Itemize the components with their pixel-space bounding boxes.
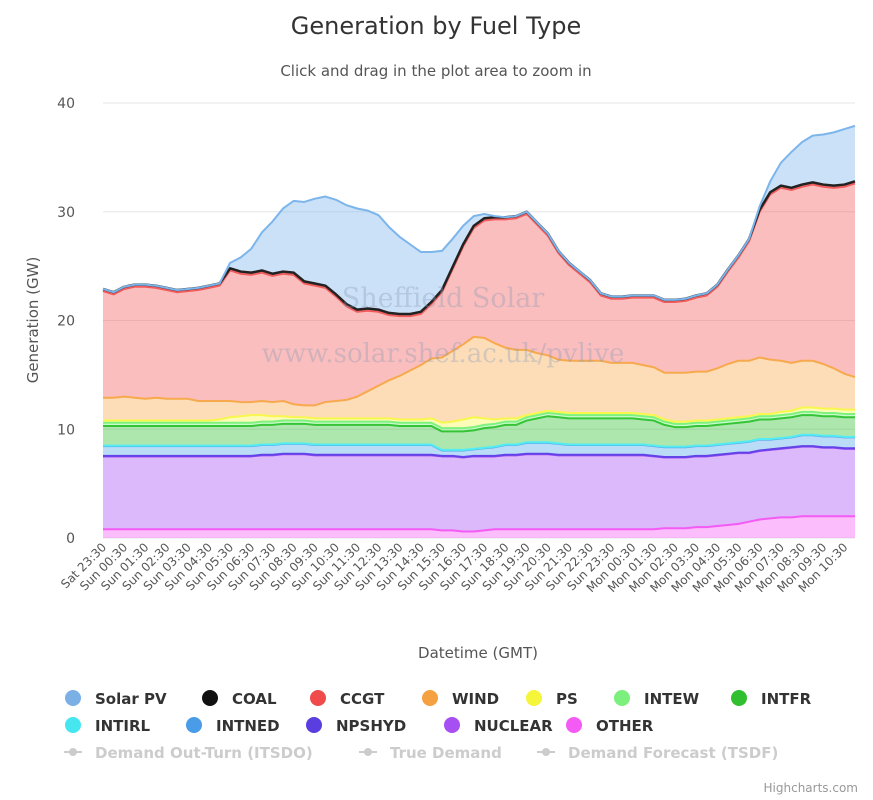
- legend-label: Demand Forecast (TSDF): [568, 744, 778, 762]
- legend-item-wind[interactable]: WIND: [422, 690, 499, 708]
- legend-symbol: [306, 717, 322, 733]
- line-wind: [103, 335, 856, 407]
- line-other: [103, 515, 855, 533]
- legend-item-demand-out-turn-itsdo-[interactable]: Demand Out-Turn (ITSDO): [64, 744, 313, 762]
- y-axis-ticks: 0 10 20 30 40: [57, 96, 75, 547]
- legend-label: Demand Out-Turn (ITSDO): [95, 744, 313, 762]
- legend-symbol: [69, 748, 77, 756]
- legend-symbol: [422, 690, 438, 706]
- legend-label: Solar PV: [95, 690, 167, 708]
- watermark-line-1: Sheffield Solar: [342, 283, 545, 314]
- legend-label: INTFR: [761, 690, 812, 708]
- plot-area[interactable]: [103, 125, 855, 538]
- legend-item-true-demand[interactable]: True Demand: [359, 744, 502, 762]
- legend-symbol: [731, 690, 747, 706]
- legend-item-intned[interactable]: INTNED: [186, 717, 280, 735]
- area-nuclear[interactable]: [103, 446, 855, 532]
- legend-label: OTHER: [596, 717, 654, 735]
- x-axis-title: Datetime (GMT): [418, 644, 538, 662]
- legend-item-other[interactable]: OTHER: [566, 717, 654, 735]
- y-tick-label: 20: [57, 314, 75, 330]
- y-axis-title: Generation (GW): [24, 257, 42, 384]
- legend-label: True Demand: [390, 744, 502, 762]
- legend-label: PS: [556, 690, 578, 708]
- legend: Solar PV COAL CCGT WIND PS INTEW INTFR INTIRL IN…: [64, 690, 812, 762]
- line-npshyd: [103, 445, 855, 458]
- legend-label: NUCLEAR: [474, 717, 553, 735]
- legend-label: INTNED: [216, 717, 280, 735]
- area-wind[interactable]: [103, 336, 855, 423]
- legend-symbol: [364, 748, 372, 756]
- line-intew: [103, 410, 855, 430]
- legend-item-ccgt[interactable]: CCGT: [310, 690, 385, 708]
- area-ps[interactable]: [103, 407, 855, 429]
- legend-label: INTIRL: [95, 717, 150, 735]
- legend-item-intirl[interactable]: INTIRL: [65, 717, 150, 735]
- area-solar-pv[interactable]: [103, 125, 855, 314]
- legend-symbol: [186, 717, 202, 733]
- legend-item-npshyd[interactable]: NPSHYD: [306, 717, 406, 735]
- legend-symbol: [202, 690, 218, 706]
- legend-label: NPSHYD: [336, 717, 406, 735]
- credits-link[interactable]: Highcharts.com: [764, 781, 858, 795]
- y-tick-label: 40: [57, 96, 75, 112]
- legend-item-coal[interactable]: COAL: [202, 690, 277, 708]
- legend-item-demand-forecast-tsdf-[interactable]: Demand Forecast (TSDF): [537, 744, 778, 762]
- area-ccgt[interactable]: [103, 183, 855, 406]
- chart-subtitle: Click and drag in the plot area to zoom …: [280, 62, 591, 80]
- legend-symbol: [566, 717, 582, 733]
- y-tick-label: 0: [66, 531, 75, 547]
- y-tick-label: 10: [57, 422, 75, 438]
- legend-item-intfr[interactable]: INTFR: [731, 690, 812, 708]
- line-intirl: [103, 433, 855, 451]
- series-lines: [102, 124, 856, 533]
- legend-label: WIND: [452, 690, 499, 708]
- legend-item-intew[interactable]: INTEW: [614, 690, 700, 708]
- grid: [103, 102, 855, 539]
- legend-item-nuclear[interactable]: NUCLEAR: [444, 717, 553, 735]
- legend-label: CCGT: [340, 690, 385, 708]
- legend-symbol: [526, 690, 542, 706]
- legend-label: COAL: [232, 690, 277, 708]
- y-tick-label: 30: [57, 205, 75, 221]
- legend-symbol: [65, 717, 81, 733]
- legend-symbol: [614, 690, 630, 706]
- line-intfr: [103, 414, 855, 433]
- legend-symbol: [542, 748, 550, 756]
- area-intew[interactable]: [103, 411, 855, 432]
- watermark: Sheffield Solar www.solar.shef.ac.uk/pvli…: [262, 283, 625, 369]
- line-solar-pv: [102, 124, 856, 301]
- area-intned[interactable]: [103, 435, 855, 457]
- chart-title: Generation by Fuel Type: [291, 12, 581, 40]
- area-other[interactable]: [103, 516, 855, 538]
- line-ps: [103, 406, 855, 424]
- watermark-line-2: www.solar.shef.ac.uk/pvlive: [262, 339, 625, 369]
- legend-item-solar-pv[interactable]: Solar PV: [65, 690, 167, 708]
- legend-symbol: [310, 690, 326, 706]
- legend-symbol: [65, 690, 81, 706]
- legend-label: INTEW: [644, 690, 700, 708]
- legend-item-ps[interactable]: PS: [526, 690, 578, 708]
- legend-symbol: [444, 717, 460, 733]
